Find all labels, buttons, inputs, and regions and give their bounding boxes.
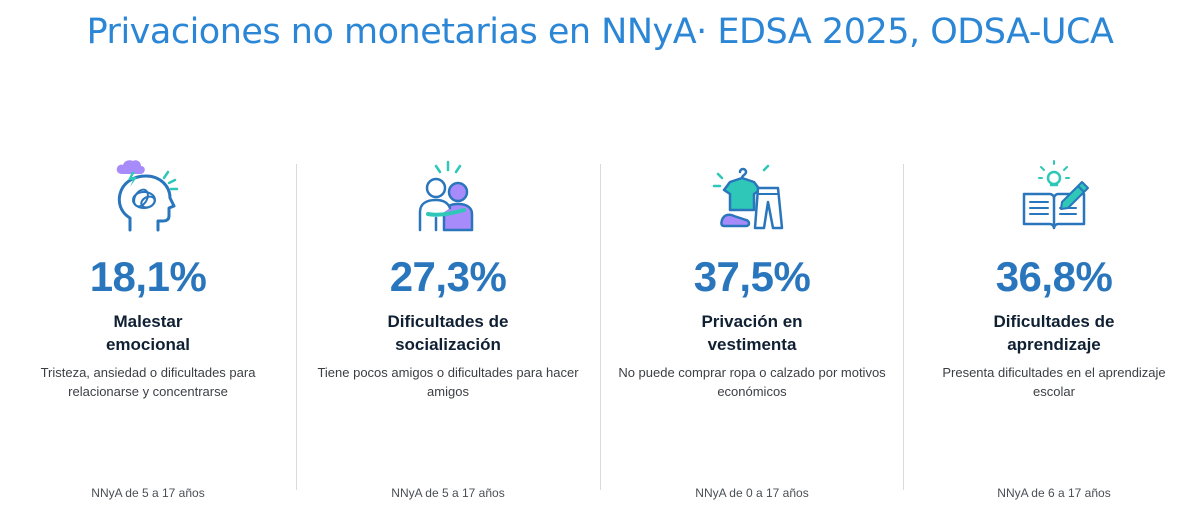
card-label-line2: aprendizaje <box>1007 335 1101 354</box>
book-idea-icon <box>1014 158 1094 238</box>
divider <box>600 164 601 490</box>
card-label-line2: emocional <box>105 335 191 354</box>
people-hug-icon <box>408 158 488 238</box>
card-label: Privación en vestimenta <box>604 310 900 356</box>
card-value: 37,5% <box>693 253 811 300</box>
card-label-line1: Dificultades de <box>387 312 509 331</box>
divider <box>903 164 904 490</box>
card-label-line1: Privación en <box>701 312 803 331</box>
card-footnote: NNyA de 6 a 17 años <box>997 486 1111 500</box>
card-description: No puede comprar ropa o calzado por moti… <box>618 365 886 399</box>
brain-stress-icon <box>108 158 188 238</box>
card-label-line2: vestimenta <box>707 335 797 354</box>
card-label: Malestar emocional <box>0 310 296 356</box>
clothes-icon <box>712 158 792 238</box>
page-title: Privaciones no monetarias en NNyA· EDSA … <box>86 12 1114 52</box>
card-description: Tiene pocos amigos o dificultades para h… <box>317 365 579 399</box>
divider <box>296 164 297 490</box>
card-label-line2: socialización <box>395 335 501 354</box>
card-footnote: NNyA de 5 a 17 años <box>391 486 505 500</box>
card-dificultades-socializacion: 27,3% Dificultades de socialización Tien… <box>300 150 596 500</box>
indicator-cards: 18,1% Malestar emocional Tristeza, ansie… <box>0 150 1200 510</box>
card-malestar-emocional: 18,1% Malestar emocional Tristeza, ansie… <box>0 150 296 500</box>
card-label-line1: Dificultades de <box>993 312 1115 331</box>
card-value: 36,8% <box>995 253 1113 300</box>
card-value: 27,3% <box>389 253 507 300</box>
card-description: Tristeza, ansiedad o dificultades para r… <box>40 365 256 399</box>
card-label-line1: Malestar <box>113 312 183 331</box>
card-footnote: NNyA de 5 a 17 años <box>91 486 205 500</box>
card-footnote: NNyA de 0 a 17 años <box>695 486 809 500</box>
card-label: Dificultades de aprendizaje <box>906 310 1200 356</box>
card-dificultades-aprendizaje: 36,8% Dificultades de aprendizaje Presen… <box>906 150 1200 500</box>
card-value: 18,1% <box>89 253 207 300</box>
card-privacion-vestimenta: 37,5% Privación en vestimenta No puede c… <box>604 150 900 500</box>
card-description: Presenta dificultades en el aprendizaje … <box>942 365 1166 399</box>
card-label: Dificultades de socialización <box>300 310 596 356</box>
